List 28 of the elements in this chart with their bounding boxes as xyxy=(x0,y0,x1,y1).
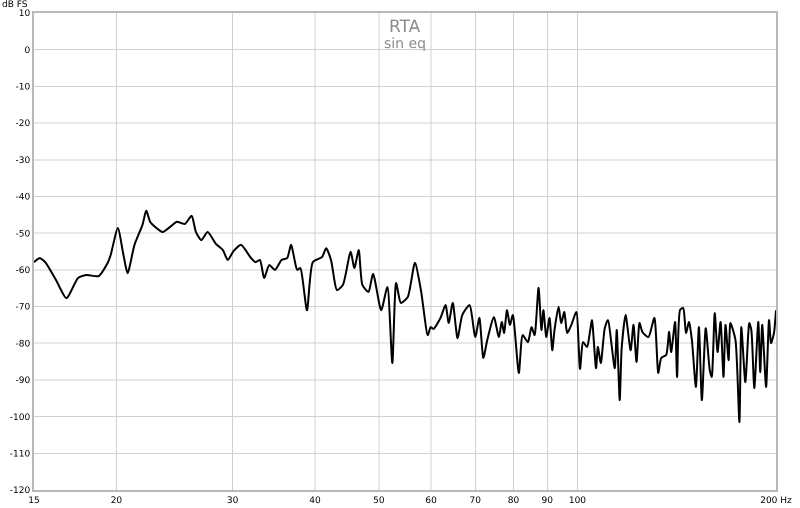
y-axis-title: dB FS xyxy=(2,0,28,10)
y-tick-label: -120 xyxy=(10,486,30,496)
y-tick-label: -30 xyxy=(15,156,30,166)
y-tick-label: 10 xyxy=(18,9,30,20)
text: sin eq xyxy=(384,36,426,52)
chart-title: RTA xyxy=(389,17,421,37)
x-tick-label: 200 Hz xyxy=(760,496,792,506)
y-tick-label: -60 xyxy=(15,266,30,276)
x-tick-label: 60 xyxy=(425,496,438,506)
y-tick-label: -40 xyxy=(15,192,30,203)
x-tick-label: 15 xyxy=(28,496,40,506)
x-tick-label: 90 xyxy=(542,496,554,506)
y-tick-label: -10 xyxy=(15,82,30,93)
x-tick-label: 30 xyxy=(226,496,239,506)
x-tick-label: 20 xyxy=(110,496,122,506)
y-tick-label: -90 xyxy=(15,376,30,386)
y-tick-label: -50 xyxy=(15,229,30,240)
y-tick-label: -70 xyxy=(15,302,30,313)
y-tick-label: -20 xyxy=(15,119,30,130)
x-tick-label: 80 xyxy=(508,496,520,506)
y-tick-label: -80 xyxy=(15,339,30,350)
x-tick-label: 100 xyxy=(568,496,586,506)
y-tick-label: 0 xyxy=(24,46,30,56)
y-tick-label: -110 xyxy=(10,449,30,460)
x-tick-label: 40 xyxy=(309,496,321,506)
y-tick-label: -100 xyxy=(10,412,30,423)
x-tick-label: 70 xyxy=(470,496,482,506)
x-tick-label: 50 xyxy=(373,496,385,506)
